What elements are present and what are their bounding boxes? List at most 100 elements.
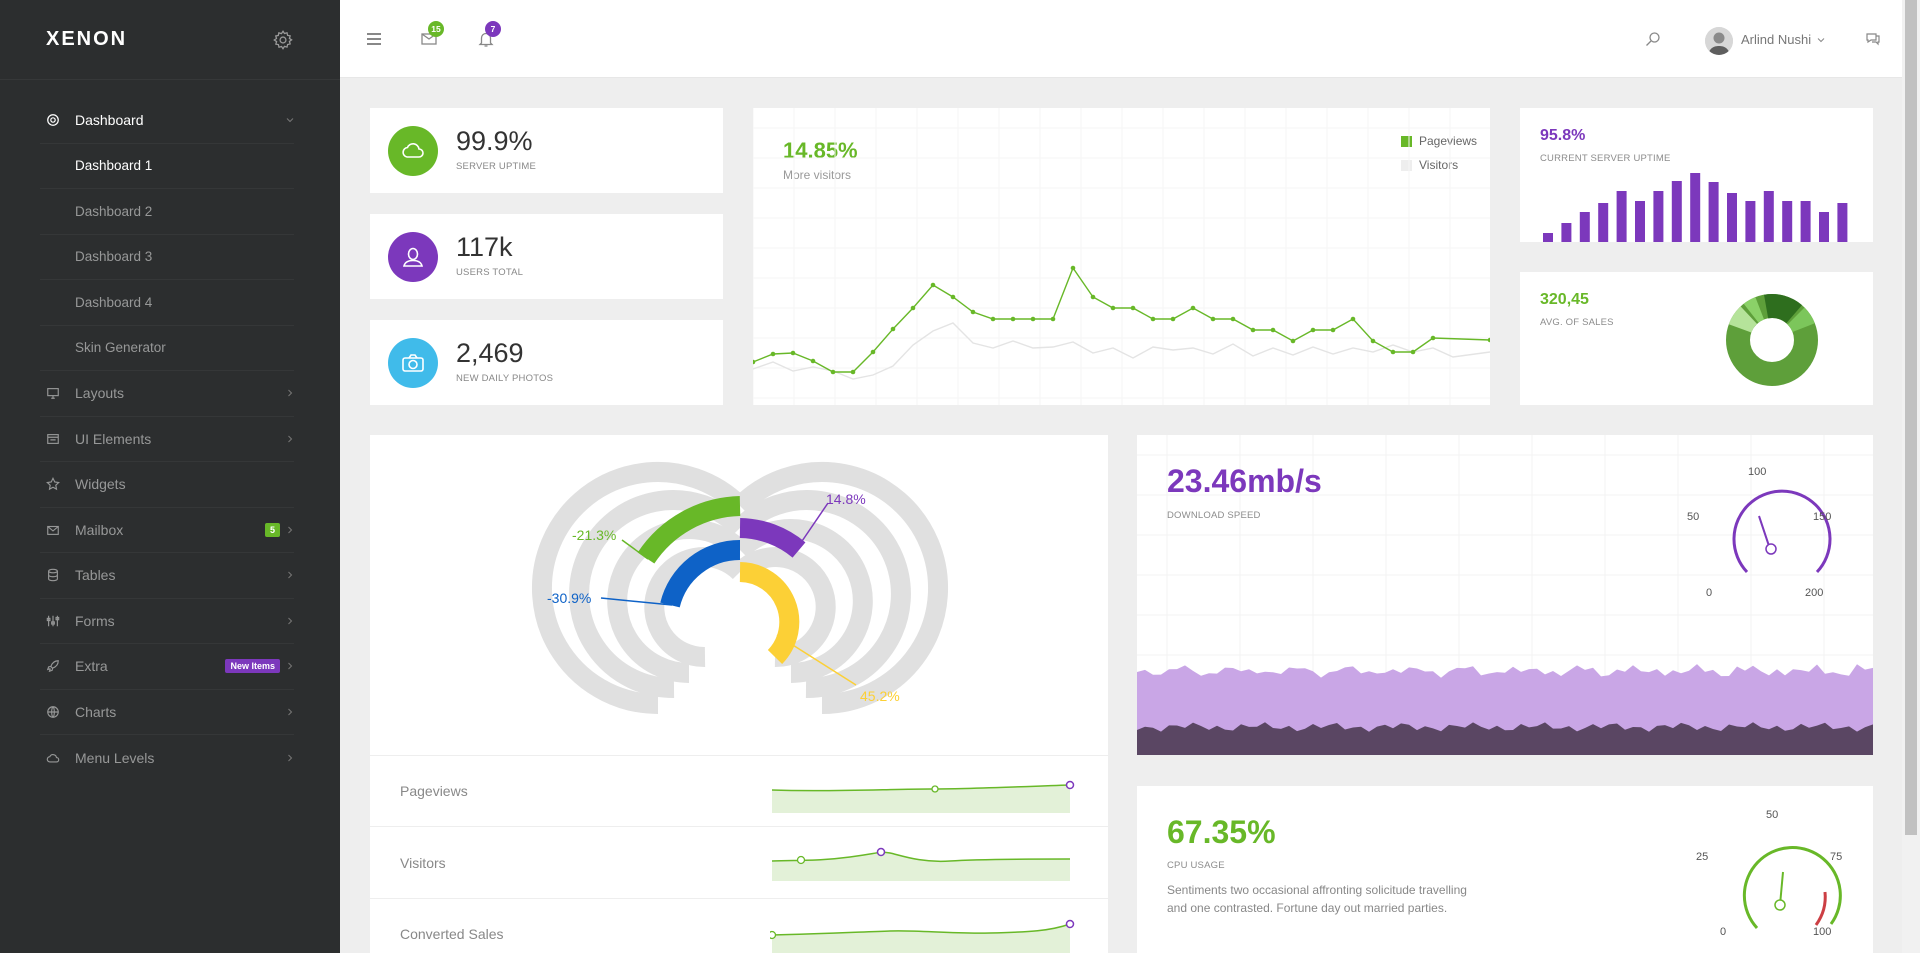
user-name[interactable]: Arlind Nushi — [1741, 32, 1812, 47]
sidebar-item-label: Menu Levels — [75, 749, 155, 766]
sidebar: XENON Dashboard Dashboard 1 Dashboard 2 … — [0, 0, 340, 953]
sidebar-item-tables[interactable]: Tables — [40, 553, 294, 599]
page-scrollbar[interactable] — [1902, 0, 1920, 953]
camera-icon — [402, 354, 424, 372]
sidebar-item-label: Extra — [75, 658, 108, 675]
pageviews-point — [1350, 316, 1356, 322]
legend-visitors[interactable]: Visitors — [1401, 158, 1458, 172]
chat-icon[interactable] — [1865, 31, 1881, 47]
row-divider — [370, 898, 1108, 899]
chevron-right-icon — [288, 708, 293, 716]
gear-icon — [47, 114, 59, 127]
pageviews-point — [810, 358, 816, 364]
gauge-tick: 200 — [1805, 587, 1824, 599]
sidebar-item-dashboard[interactable]: Dashboard — [40, 98, 294, 144]
pageviews-point — [1410, 349, 1416, 355]
cpu-usage-card: 67.35% CPU USAGE Sentiments two occasion… — [1137, 786, 1873, 953]
sidebar-item-mailbox[interactable]: Mailbox 5 — [40, 508, 294, 553]
sidebar-item-widgets[interactable]: Widgets — [40, 462, 294, 508]
notifications-count-badge: 7 — [485, 21, 501, 37]
database-icon — [48, 568, 58, 582]
row-divider — [370, 826, 1108, 827]
sales-value: 320,45 — [1540, 291, 1589, 308]
radial-label-green: -21.3% — [572, 527, 617, 543]
legend-label: Pageviews — [1419, 134, 1478, 148]
legend-label: Visitors — [1419, 158, 1459, 172]
radial-label-blue: -30.9% — [547, 590, 592, 606]
pageviews-point — [850, 369, 856, 375]
chevron-down-icon[interactable] — [1817, 36, 1825, 44]
stat-label: USERS TOTAL — [456, 267, 524, 278]
settings-gear-icon[interactable] — [272, 29, 294, 51]
row-label-visitors: Visitors — [400, 855, 446, 871]
pageviews-point — [790, 350, 796, 356]
sidebar-item-forms[interactable]: Forms — [40, 599, 294, 644]
pageviews-point — [1130, 305, 1136, 311]
radial-progress-card: 14.8% -21.3% -30.9% 45.2% Pageviews Visi… — [370, 435, 1108, 953]
sidebar-item-extra[interactable]: Extra New Items — [40, 644, 294, 690]
download-speed-area-chart — [1137, 435, 1873, 755]
radial-arc-blue — [660, 540, 741, 608]
avatar[interactable] — [1705, 27, 1733, 55]
uptime-bar — [1561, 223, 1572, 242]
uptime-bar — [1800, 201, 1811, 242]
monitor-icon — [47, 388, 59, 400]
pageviews-point — [1370, 338, 1376, 344]
pageviews-point — [1330, 327, 1336, 333]
server-uptime-card: 95.8% CURRENT SERVER UPTIME — [1520, 108, 1873, 242]
uptime-bar — [1543, 233, 1553, 242]
sidebar-item-charts[interactable]: Charts — [40, 690, 294, 735]
pageviews-point — [1290, 338, 1296, 344]
hamburger-menu-icon[interactable] — [365, 30, 383, 48]
sidebar-item-ui-elements[interactable]: UI Elements — [40, 417, 294, 462]
brand-bar: XENON — [0, 0, 340, 80]
scrollbar-thumb[interactable] — [1905, 0, 1917, 835]
visitors-caption: More visitors — [783, 168, 852, 182]
radial-rings — [532, 462, 948, 714]
user-avatar-icon — [1705, 27, 1733, 55]
donut-segment-medium — [1726, 294, 1818, 386]
sidebar-subitem-skin-generator[interactable]: Skin Generator — [40, 326, 294, 371]
sidebar-item-label: Charts — [75, 703, 117, 720]
cloud-icon — [402, 143, 424, 158]
sidebar-subitem-dashboard-3[interactable]: Dashboard 3 — [40, 235, 294, 280]
pageviews-point — [930, 282, 936, 288]
row-label-pageviews: Pageviews — [400, 783, 468, 799]
mailbox-count-badge: 5 — [264, 522, 280, 537]
converted-sales-sparkline — [770, 919, 1075, 953]
pageviews-point — [1010, 316, 1016, 322]
uptime-bar — [1763, 191, 1774, 242]
pageviews-point — [890, 326, 896, 332]
radial-bar-chart — [532, 462, 948, 714]
visitors-sparkline — [771, 847, 1071, 881]
sidebar-subitem-dashboard-4[interactable]: Dashboard 4 — [40, 280, 294, 326]
cpu-usage-caption: CPU USAGE — [1167, 860, 1225, 871]
brand-logo[interactable]: XENON — [46, 28, 128, 50]
gauge-tick: 150 — [1813, 511, 1832, 523]
sidebar-item-layouts[interactable]: Layouts — [40, 371, 294, 417]
sidebar-item-label: Forms — [75, 612, 115, 629]
radial-arc-yellow — [739, 562, 800, 664]
visitors-line-chart — [753, 108, 1490, 405]
sidebar-subitem-dashboard-2[interactable]: Dashboard 2 — [40, 189, 294, 235]
gauge-tick: 0 — [1706, 587, 1713, 599]
pageviews-point — [1210, 316, 1216, 322]
uptime-caption: CURRENT SERVER UPTIME — [1540, 153, 1671, 164]
search-icon[interactable] — [1645, 31, 1661, 47]
sidebar-item-menu-levels[interactable]: Menu Levels — [40, 735, 294, 781]
sliders-icon — [46, 615, 60, 626]
chevron-right-icon — [288, 571, 293, 579]
legend-pageviews[interactable]: Pageviews — [1401, 134, 1477, 148]
download-speed-value: 23.46mb/s — [1167, 463, 1322, 499]
stat-circle — [388, 232, 438, 282]
radial-label-yellow: 45.2% — [860, 688, 900, 704]
stat-value: 2,469 — [456, 338, 524, 368]
gauge-tick: 100 — [1813, 926, 1832, 938]
messages-count-badge: 15 — [428, 21, 444, 37]
sidebar-subitem-dashboard-1[interactable]: Dashboard 1 — [40, 144, 294, 189]
pageviews-point — [1487, 337, 1490, 343]
sales-caption: AVG. OF SALES — [1540, 317, 1614, 328]
uptime-bar — [1579, 212, 1590, 242]
radial-label-purple: 14.8% — [826, 491, 866, 507]
pageviews-point — [1030, 316, 1036, 322]
